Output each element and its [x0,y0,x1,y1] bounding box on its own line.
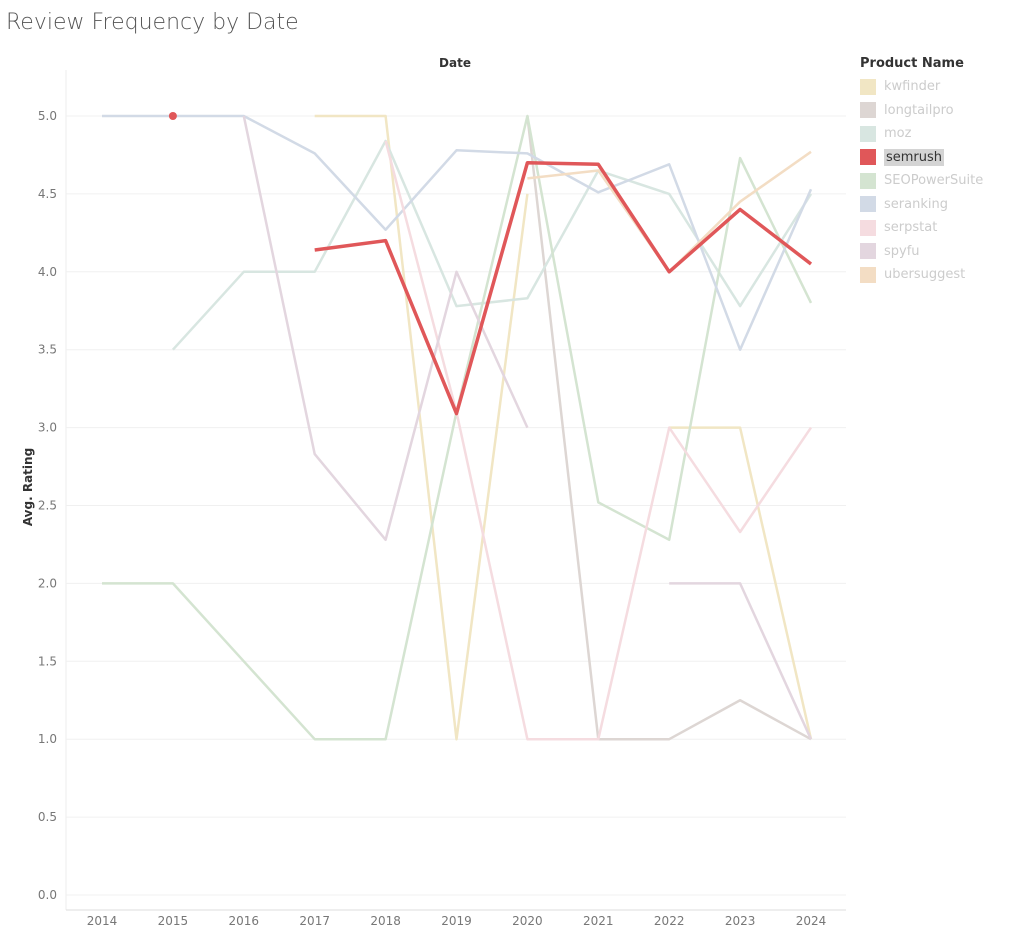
legend-item-moz[interactable]: moz [860,122,983,146]
x-tick-label: 2021 [583,914,614,928]
legend-label: SEOPowerSuite [884,173,984,189]
legend-swatch [860,78,876,95]
series-line[interactable] [171,139,813,351]
x-tick-label: 2017 [299,914,330,928]
legend-swatch [860,266,876,283]
legend-item-SEOPowerSuite[interactable]: SEOPowerSuite [860,169,983,193]
data-point[interactable] [168,112,177,120]
chart-title: Review Frequency by Date [6,10,299,35]
line-chart: 0.0 0.5 1.0 1.5 2.0 2.5 3.0 3.5 4.0 4.5 5.0 2014 201… [38,70,846,928]
series-ubersuggest[interactable] [527,150,812,274]
legend-label: seranking [884,196,948,212]
series-moz[interactable] [171,139,813,351]
series-line[interactable] [526,115,812,741]
y-tick-label: 0.0 [38,888,57,902]
legend-label: moz [884,126,912,142]
legend-item-seranking[interactable]: seranking [860,193,983,217]
y-tick-label: 1.0 [38,732,57,746]
legend-label: semrush [884,148,945,166]
x-tick-label: 2020 [512,914,543,928]
series-line[interactable] [242,115,529,542]
legend-label: kwfinder [884,79,941,95]
legend-item-spyfu[interactable]: spyfu [860,240,983,264]
series-seranking[interactable] [102,114,813,351]
y-tick-label: 2.5 [38,499,57,513]
y-tick-label: 2.0 [38,576,57,590]
series-line[interactable] [314,160,813,416]
legend-swatch [860,102,876,119]
x-tick-label: 2016 [229,914,260,928]
series-line[interactable] [669,426,813,740]
legend-label: longtailpro [884,102,954,118]
legend-label: spyfu [884,243,920,259]
series-longtailpro[interactable] [526,115,812,741]
y-tick-label: 0.5 [38,810,57,824]
y-tick-label: 3.0 [38,421,57,435]
legend-item-longtailpro[interactable]: longtailpro [860,99,983,123]
x-tick-label: 2024 [796,914,827,928]
legend-label: serpstat [884,220,938,236]
legend-swatch [860,243,876,260]
y-tick-label: 4.5 [38,187,57,201]
y-tick-label: 4.0 [38,265,57,279]
x-tick-label: 2018 [370,914,401,928]
x-tick-label: 2019 [441,914,472,928]
legend: Product Name kwfinder longtailpro moz semru… [860,56,983,287]
series-line[interactable] [314,114,529,741]
series-semrush[interactable] [168,112,813,416]
x-tick-label: 2015 [158,914,189,928]
legend-item-ubersuggest[interactable]: ubersuggest [860,263,983,287]
series-line[interactable] [102,114,813,351]
legend-swatch [860,219,876,236]
y-tick-label: 3.5 [38,343,57,357]
x-tick-label: 2022 [654,914,685,928]
series-kwfinder[interactable] [314,114,813,741]
y-tick-label: 1.5 [38,654,57,668]
legend-swatch [860,196,876,213]
x-axis-title: Date [439,56,471,70]
series-line[interactable] [527,150,812,274]
x-tick-label: 2014 [87,914,118,928]
y-tick-label: 5.0 [38,109,57,123]
x-tick-label: 2023 [725,914,756,928]
legend-title: Product Name [860,56,964,71]
legend-item-semrush[interactable]: semrush [860,146,983,170]
legend-item-serpstat[interactable]: serpstat [860,216,983,240]
legend-swatch [860,149,876,166]
legend-label: ubersuggest [884,267,966,283]
legend-swatch [860,125,876,142]
legend-item-kwfinder[interactable]: kwfinder [860,75,983,99]
legend-swatch [860,172,876,189]
series-line[interactable] [669,582,813,740]
